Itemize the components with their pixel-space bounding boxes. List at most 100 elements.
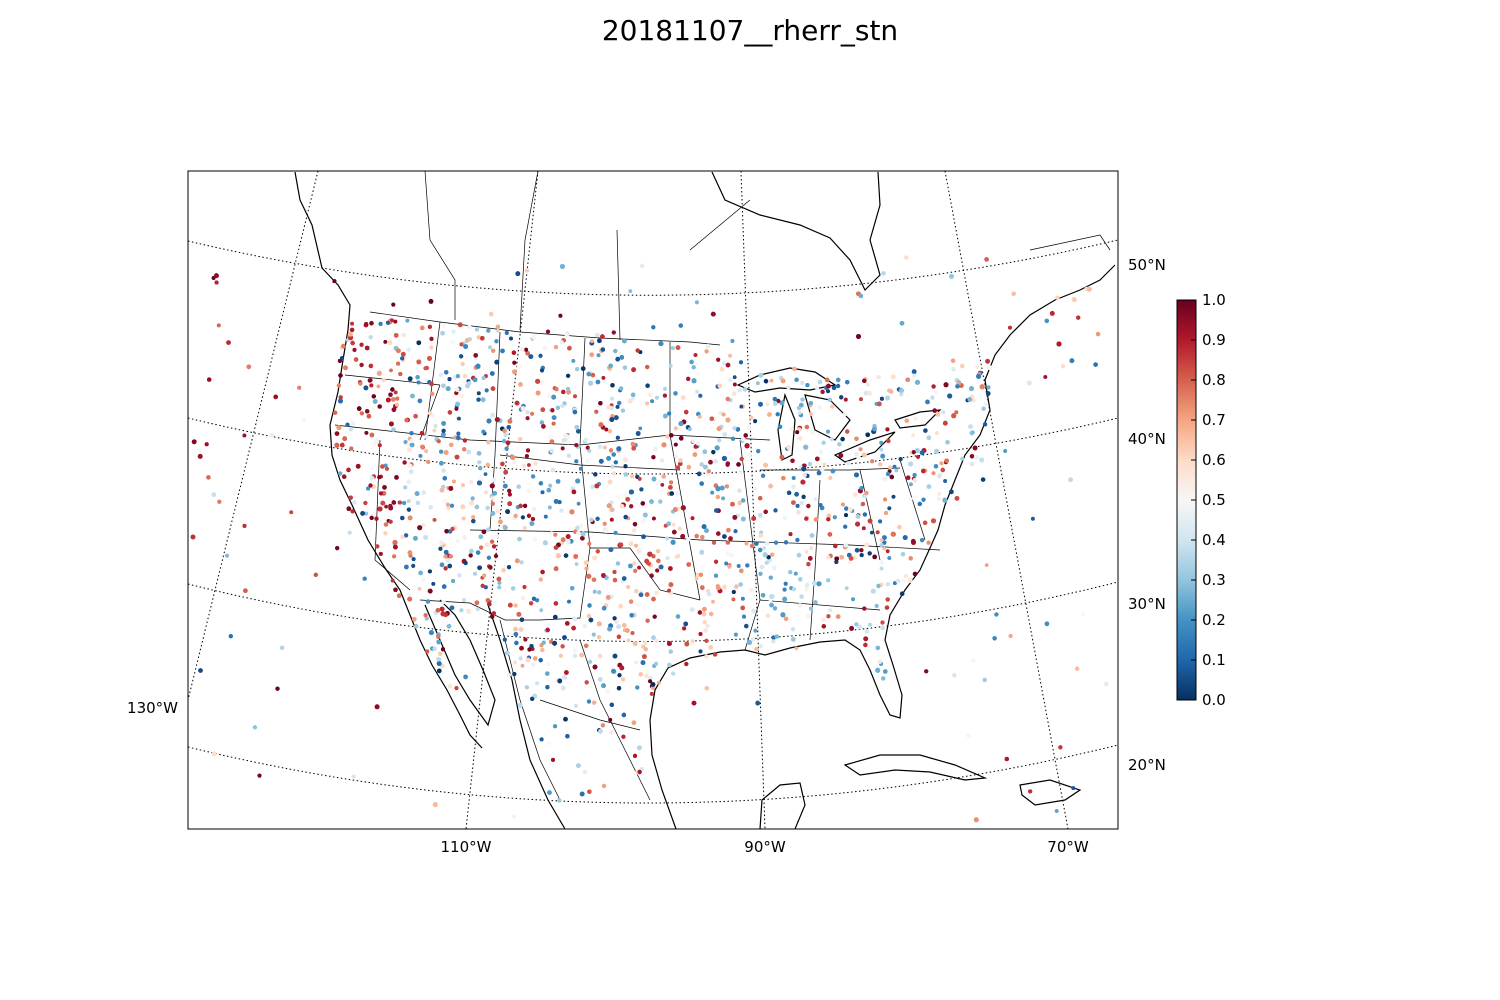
station-marker (353, 357, 359, 362)
station-marker (598, 422, 604, 428)
station-marker (796, 405, 802, 411)
station-marker (899, 321, 905, 326)
station-marker (455, 374, 460, 379)
station-marker (377, 404, 383, 409)
station-marker (450, 526, 455, 531)
station-marker (945, 440, 950, 445)
station-marker (724, 561, 729, 566)
station-marker (481, 376, 486, 380)
station-marker (451, 329, 456, 334)
station-marker (574, 366, 580, 372)
station-marker (628, 489, 634, 495)
station-marker (724, 484, 729, 489)
station-marker (826, 578, 831, 583)
station-marker (559, 340, 564, 345)
station-marker (594, 483, 600, 489)
station-marker (603, 528, 609, 533)
us-canada-border (369, 311, 721, 346)
station-marker (708, 645, 713, 650)
station-marker (485, 462, 490, 467)
station-marker (485, 542, 490, 547)
station-marker (542, 345, 548, 351)
station-marker (415, 375, 420, 380)
station-marker (791, 500, 796, 505)
station-marker (819, 467, 825, 472)
station-marker (409, 438, 415, 444)
station-marker (463, 560, 468, 566)
colorbar-ticks: 0.0 0.1 0.2 0.3 0.4 0.5 0.6 0.7 0.8 0.9 1.0 (1191, 291, 1226, 709)
station-marker (804, 516, 809, 521)
station-marker (883, 669, 888, 674)
station-marker (658, 564, 664, 570)
station-marker (334, 442, 340, 448)
station-marker (818, 503, 823, 507)
station-marker (607, 626, 612, 632)
station-marker (404, 418, 409, 423)
station-marker (490, 386, 496, 391)
station-marker (437, 668, 442, 674)
station-marker (562, 675, 567, 680)
station-marker (553, 545, 559, 550)
station-marker (867, 518, 873, 524)
station-marker (535, 390, 541, 396)
station-marker (731, 590, 736, 594)
station-marker (436, 634, 441, 640)
station-marker (601, 573, 606, 578)
station-marker (464, 338, 470, 343)
station-marker (870, 459, 875, 464)
station-marker (779, 400, 785, 406)
station-marker (378, 551, 383, 556)
station-marker (462, 438, 468, 443)
station-marker (366, 486, 371, 491)
lake-michigan (777, 392, 796, 461)
station-marker (691, 378, 697, 384)
station-marker (505, 509, 510, 514)
station-marker (804, 424, 810, 430)
station-marker (429, 381, 434, 387)
station-marker (582, 769, 588, 775)
station-marker (631, 446, 636, 451)
station-marker (377, 475, 382, 480)
station-marker (751, 637, 756, 642)
station-marker (443, 550, 449, 555)
station-marker (862, 606, 867, 611)
station-marker (858, 293, 864, 299)
station-marker (732, 426, 737, 431)
station-marker (806, 562, 811, 567)
station-marker (580, 536, 585, 541)
station-marker (710, 311, 716, 317)
station-marker (494, 339, 499, 344)
station-marker (486, 527, 491, 532)
station-marker (881, 271, 886, 276)
station-marker (531, 596, 536, 601)
station-marker (538, 481, 544, 486)
station-marker (880, 453, 886, 459)
station-marker (520, 515, 526, 520)
parallel-30 (188, 581, 1118, 642)
station-marker (573, 554, 579, 559)
hispaniola (1019, 779, 1082, 806)
station-marker (940, 467, 945, 473)
station-marker (560, 685, 566, 691)
station-marker (758, 496, 763, 501)
station-marker (301, 417, 306, 422)
station-marker (529, 644, 534, 649)
station-marker (527, 463, 531, 467)
station-marker (822, 462, 827, 467)
station-marker (706, 591, 712, 597)
station-marker (340, 356, 344, 360)
station-marker (414, 491, 420, 497)
station-marker (393, 319, 398, 324)
station-marker (482, 573, 487, 578)
station-marker (512, 660, 518, 665)
station-marker (447, 377, 452, 382)
station-marker (640, 660, 646, 666)
station-marker (367, 378, 373, 383)
station-marker (217, 499, 222, 504)
station-marker (1074, 666, 1080, 671)
station-marker (921, 497, 926, 502)
station-marker (859, 397, 863, 402)
station-marker (773, 508, 778, 513)
station-marker (535, 378, 541, 384)
station-marker (494, 417, 500, 423)
